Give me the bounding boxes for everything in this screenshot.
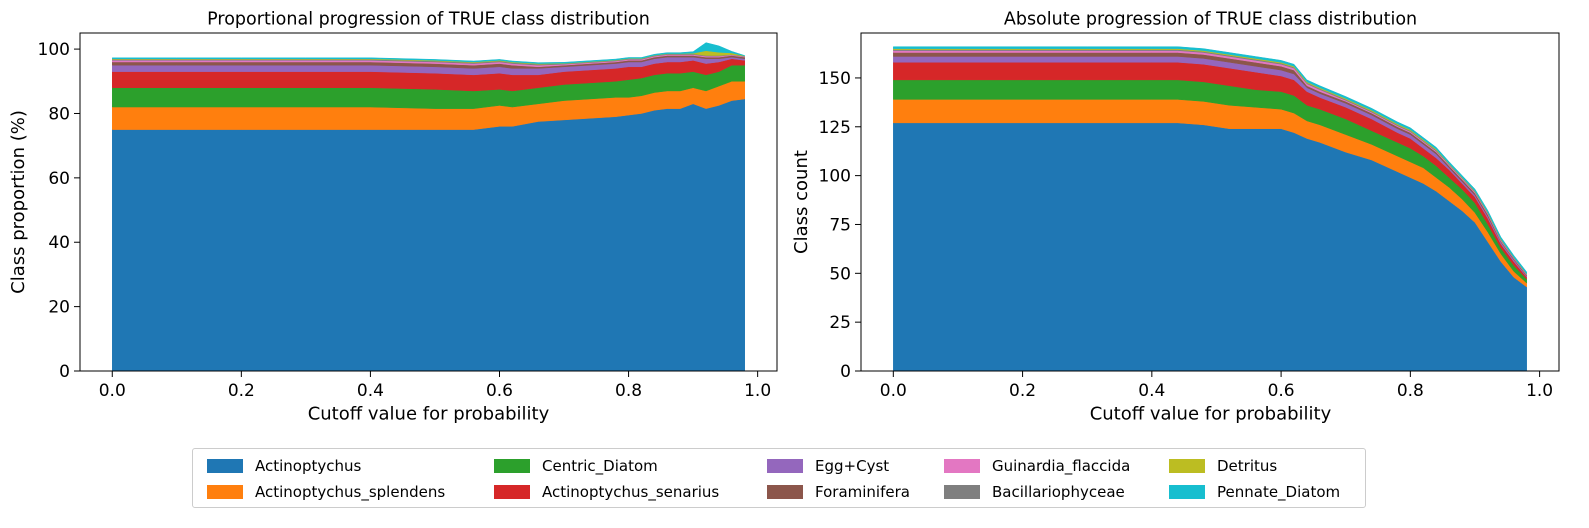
plot-area: [112, 42, 745, 372]
legend-swatch: [944, 459, 980, 473]
legend-label: Egg+Cyst: [815, 457, 890, 475]
y-tick-label: 100: [819, 167, 851, 187]
x-tick-label: 0.2: [1009, 381, 1036, 401]
legend-label: Foraminifera: [815, 483, 910, 501]
chart-title: Proportional progression of TRUE class d…: [207, 10, 650, 30]
y-tick-label: 50: [829, 264, 851, 284]
x-tick-label: 1.0: [1526, 381, 1553, 401]
legend-item: Guinardia_flaccida: [944, 453, 1130, 479]
x-tick-label: 0.2: [228, 381, 255, 401]
legend-item: Actinoptychus_senarius: [494, 479, 719, 505]
plot-area: [893, 46, 1527, 372]
plot-frame: [79, 32, 778, 372]
chart-title: Absolute progression of TRUE class distr…: [1004, 10, 1417, 30]
legend-swatch: [944, 485, 980, 499]
x-axis-label: Cutoff value for probability: [1090, 404, 1332, 425]
legend-item: Centric_Diatom: [494, 453, 658, 479]
legend-label: Guinardia_flaccida: [992, 457, 1131, 475]
plot-frame: [860, 32, 1560, 372]
legend-label: Pennate_Diatom: [1217, 483, 1341, 501]
y-tick-label: 100: [38, 40, 70, 60]
x-tick-label: 0.8: [615, 381, 642, 401]
area-series-pennate-diatom: [893, 46, 1527, 275]
y-tick-label: 60: [48, 169, 70, 189]
legend-swatch: [767, 459, 803, 473]
legend-label: Actinoptychus_splendens: [255, 483, 446, 501]
x-tick-label: 0.0: [99, 381, 126, 401]
legend-swatch: [1169, 459, 1205, 473]
legend-swatch: [767, 485, 803, 499]
legend-swatch: [207, 485, 243, 499]
y-tick-label: 20: [48, 298, 70, 318]
legend-swatch: [494, 459, 530, 473]
x-axis-label: Cutoff value for probability: [308, 404, 550, 425]
area-series-actinoptychus: [112, 98, 745, 372]
x-tick-label: 0.6: [486, 381, 513, 401]
x-tick-label: 0.6: [1268, 381, 1295, 401]
y-tick-label: 150: [819, 69, 851, 89]
legend-item: Foraminifera: [767, 479, 910, 505]
x-tick-label: 0.8: [1397, 381, 1424, 401]
x-tick-label: 0.4: [1138, 381, 1165, 401]
y-tick-label: 0: [59, 362, 70, 382]
legend-swatch: [1169, 485, 1205, 499]
legend-item: Actinoptychus_splendens: [207, 479, 445, 505]
legend-label: Actinoptychus_senarius: [542, 483, 720, 501]
legend-label: Detritus: [1217, 457, 1278, 475]
proportional-chart: Proportional progression of TRUE class d…: [8, 10, 778, 425]
x-tick-label: 1.0: [744, 381, 771, 401]
legend-item: Egg+Cyst: [767, 453, 889, 479]
x-tick-label: 0.0: [880, 381, 907, 401]
legend-label: Centric_Diatom: [542, 457, 658, 475]
y-tick-label: 125: [819, 118, 851, 138]
x-tick-label: 0.4: [357, 381, 384, 401]
y-tick-label: 75: [829, 215, 851, 235]
area-series-pennate-diatom: [112, 42, 745, 64]
legend-item: Pennate_Diatom: [1169, 479, 1340, 505]
legend-swatch: [494, 485, 530, 499]
y-axis-label: Class count: [791, 150, 812, 254]
legend-item: Bacillariophyceae: [944, 479, 1125, 505]
absolute-chart: Absolute progression of TRUE class distr…: [791, 10, 1560, 425]
legend-label: Bacillariophyceae: [992, 483, 1125, 501]
legend-label: Actinoptychus: [255, 457, 362, 475]
y-tick-label: 40: [48, 233, 70, 253]
y-tick-label: 0: [840, 362, 851, 382]
legend-item: Actinoptychus: [207, 453, 361, 479]
y-tick-label: 25: [829, 313, 851, 333]
legend-swatch: [207, 459, 243, 473]
y-tick-label: 80: [48, 104, 70, 124]
y-axis-label: Class proportion (%): [8, 110, 29, 294]
legend-item: Detritus: [1169, 453, 1277, 479]
legend: Actinoptychus Actinoptychus_splendens Cent…: [192, 448, 1366, 508]
